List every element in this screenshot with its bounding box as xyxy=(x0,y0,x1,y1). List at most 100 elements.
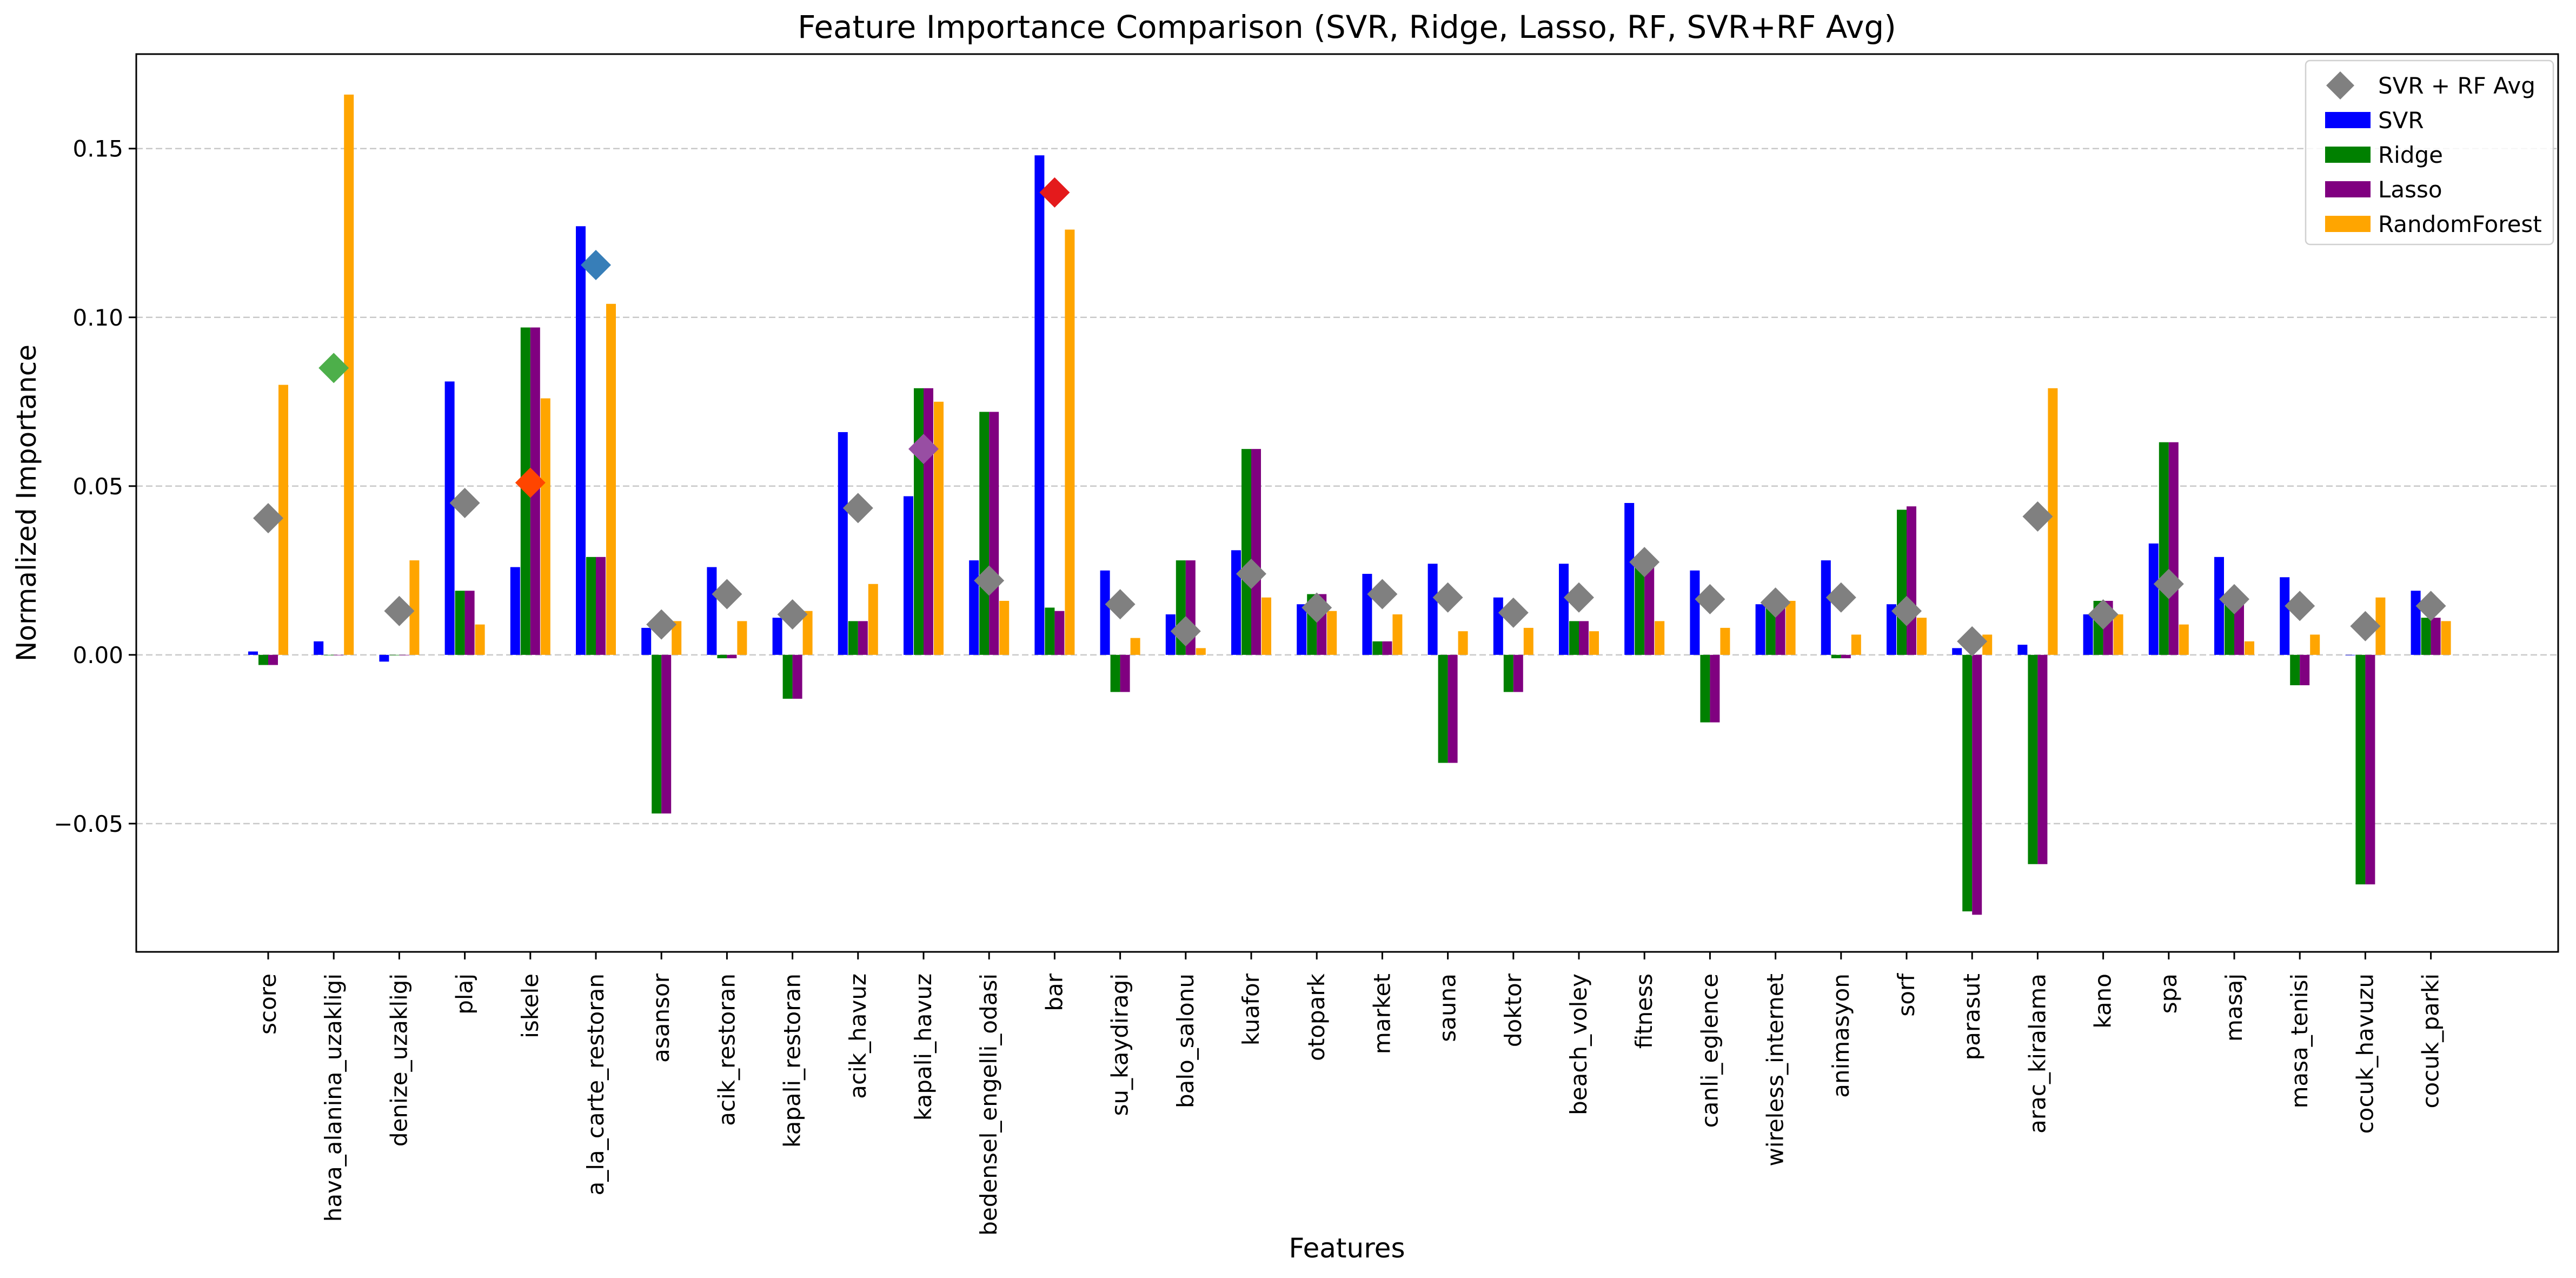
bar-svr-su_kaydiragi xyxy=(1100,570,1110,655)
bar-randomforest-bedensel_engelli_odasi xyxy=(999,600,1010,655)
chart-title: Feature Importance Comparison (SVR, Ridg… xyxy=(798,9,1896,45)
bar-randomforest-a_la_carte_restoran xyxy=(606,303,616,655)
bar-lasso-wireless_internet xyxy=(1775,604,1785,655)
x-tick-label-plaj: plaj xyxy=(452,974,478,1015)
x-tick-label-bedensel_engelli_odasi: bedensel_engelli_odasi xyxy=(975,974,1002,1236)
x-tick-label-acik_havuz: acik_havuz xyxy=(845,974,871,1099)
bar-lasso-kapali_restoran xyxy=(792,654,802,699)
avg-marker-a_la_carte_restoran xyxy=(581,250,611,281)
bar-ridge-acik_restoran xyxy=(717,654,727,659)
bar-randomforest-kuafor xyxy=(1262,597,1271,655)
bar-lasso-sorf xyxy=(1907,506,1916,655)
bar-randomforest-arac_kiralama xyxy=(2048,388,2058,655)
bar-svr-bedensel_engelli_odasi xyxy=(969,560,979,655)
y-tick-label: 0.10 xyxy=(72,304,123,331)
bar-lasso-acik_havuz xyxy=(858,621,868,655)
bar-randomforest-masa_tenisi xyxy=(2310,634,2320,655)
bar-svr-canli_eglence xyxy=(1690,570,1700,655)
bar-ridge-sorf xyxy=(1897,509,1907,655)
bar-ridge-wireless_internet xyxy=(1765,604,1776,655)
x-tick-label-acik_restoran: acik_restoran xyxy=(713,974,740,1126)
bar-lasso-masa_tenisi xyxy=(2300,654,2310,685)
avg-marker-parasut xyxy=(1957,626,1988,657)
avg-marker-beach_voley xyxy=(1564,582,1594,613)
y-tick-label: 0.00 xyxy=(72,642,123,668)
bar-lasso-arac_kiralama xyxy=(2037,654,2048,864)
avg-marker-market xyxy=(1367,579,1398,610)
bar-svr-beach_voley xyxy=(1559,564,1569,655)
bar-randomforest-sauna xyxy=(1458,631,1468,655)
bar-randomforest-otopark xyxy=(1327,611,1337,655)
bar-svr-acik_havuz xyxy=(838,432,848,655)
bar-randomforest-asansor xyxy=(672,621,682,655)
bar-svr-score xyxy=(248,651,258,655)
bar-randomforest-score xyxy=(278,385,288,655)
bar-randomforest-animasyon xyxy=(1851,634,1861,655)
bar-randomforest-fitness xyxy=(1655,621,1665,655)
bar-svr-bar xyxy=(1034,155,1045,655)
avg-marker-iskele xyxy=(515,467,546,498)
bar-svr-asansor xyxy=(641,627,652,655)
bar-svr-a_la_carte_restoran xyxy=(576,226,586,655)
bar-ridge-arac_kiralama xyxy=(2028,654,2038,864)
bar-randomforest-cocuk_parki xyxy=(2441,621,2451,655)
bar-ridge-spa xyxy=(2159,442,2169,655)
x-tick-label-beach_voley: beach_voley xyxy=(1565,974,1592,1115)
y-tick-label: −0.05 xyxy=(54,811,123,837)
bar-lasso-beach_voley xyxy=(1579,621,1589,655)
bar-randomforest-kapali_havuz xyxy=(934,401,944,655)
bar-randomforest-acik_restoran xyxy=(737,621,747,655)
x-tick-label-animasyon: animasyon xyxy=(1828,974,1854,1098)
avg-marker-sorf xyxy=(1891,595,1922,626)
bar-lasso-canli_eglence xyxy=(1710,654,1720,723)
bar-lasso-sauna xyxy=(1448,654,1458,763)
avg-marker-denize_uzakligi xyxy=(384,595,415,626)
legend-swatch-svr xyxy=(2325,112,2371,128)
x-tick-label-canli_eglence: canli_eglence xyxy=(1696,974,1723,1128)
bar-randomforest-acik_havuz xyxy=(868,584,878,655)
x-tick-label-otopark: otopark xyxy=(1303,973,1330,1061)
bar-svr-iskele xyxy=(510,567,520,655)
bar-lasso-cocuk_parki xyxy=(2431,618,2441,655)
bar-randomforest-su_kaydiragi xyxy=(1130,638,1140,655)
x-tick-label-kano: kano xyxy=(2090,974,2116,1029)
bar-svr-balo_salonu xyxy=(1165,614,1176,655)
avg-marker-masa_tenisi xyxy=(2285,591,2315,621)
bar-lasso-market xyxy=(1382,641,1392,655)
avg-marker-acik_havuz xyxy=(842,493,873,524)
x-tick-label-masaj: masaj xyxy=(2221,974,2247,1042)
legend-swatch-avg xyxy=(2326,71,2354,100)
avg-marker-arac_kiralama xyxy=(2022,501,2053,532)
bar-svr-masaj xyxy=(2214,557,2224,655)
bar-lasso-cocuk_havuzu xyxy=(2365,654,2375,885)
y-tick-label: 0.05 xyxy=(72,473,123,500)
avg-marker-doktor xyxy=(1498,597,1529,628)
bar-svr-acik_restoran xyxy=(707,567,717,655)
legend-label: Lasso xyxy=(2378,176,2442,203)
bar-ridge-cocuk_havuzu xyxy=(2355,654,2366,885)
bar-randomforest-kapali_restoran xyxy=(802,611,813,655)
bar-ridge-bar xyxy=(1045,607,1055,655)
avg-marker-asansor xyxy=(646,609,677,640)
avg-marker-acik_restoran xyxy=(712,579,742,610)
x-tick-label-cocuk_parki: cocuk_parki xyxy=(2418,974,2444,1108)
bar-lasso-a_la_carte_restoran xyxy=(596,557,606,655)
x-tick-label-sorf: sorf xyxy=(1893,973,1920,1017)
bar-ridge-acik_havuz xyxy=(848,621,858,655)
bar-lasso-plaj xyxy=(464,591,475,655)
avg-marker-balo_salonu xyxy=(1170,616,1201,647)
legend-swatch-lasso xyxy=(2325,181,2371,197)
bar-lasso-kuafor xyxy=(1251,449,1261,655)
avg-marker-hava_alanina_uzakligi xyxy=(318,353,349,383)
bar-svr-doktor xyxy=(1493,597,1503,655)
x-tick-label-wireless_internet: wireless_internet xyxy=(1762,974,1789,1167)
bar-svr-otopark xyxy=(1297,604,1307,655)
bar-ridge-asansor xyxy=(652,654,662,814)
bar-randomforest-iskele xyxy=(540,398,550,655)
bar-lasso-su_kaydiragi xyxy=(1120,654,1130,692)
bar-randomforest-market xyxy=(1392,614,1403,655)
x-axis-label: Features xyxy=(1289,1233,1405,1264)
avg-marker-otopark xyxy=(1302,592,1332,623)
avg-marker-plaj xyxy=(449,488,480,518)
bar-randomforest-bar xyxy=(1065,229,1075,655)
